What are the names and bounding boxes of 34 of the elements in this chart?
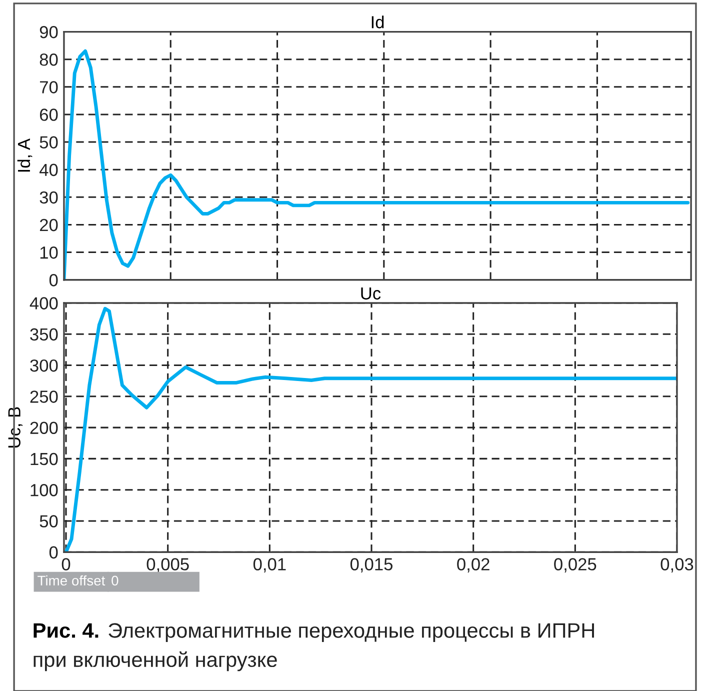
y-tick-label: 50 bbox=[40, 515, 58, 528]
x-tick-label: 0,01 bbox=[253, 558, 286, 572]
y-tick-label: 70 bbox=[40, 81, 58, 94]
x-tick-label: 0,02 bbox=[457, 558, 490, 572]
y-tick-label: 200 bbox=[30, 422, 58, 434]
y-axis-title: Id, A bbox=[17, 138, 32, 172]
text: при включенной нагрузке bbox=[34, 651, 277, 672]
y-tick-label: 350 bbox=[30, 328, 58, 341]
y-tick-label: 90 bbox=[40, 26, 58, 38]
y-tick-label: 20 bbox=[40, 218, 58, 232]
y-tick-label: 50 bbox=[40, 136, 58, 148]
y-tick-label: 10 bbox=[40, 246, 58, 259]
text: Электромагнитные переходные процессы в ИПРН bbox=[108, 623, 594, 642]
text: Time offset bbox=[38, 575, 106, 586]
y-tick-label: 0 bbox=[49, 274, 58, 286]
chart-title: Uc bbox=[361, 287, 381, 300]
text: Рис. 4. bbox=[34, 623, 98, 638]
x-tick-label: 0,025 bbox=[554, 558, 596, 572]
x-tick-label: 0,005 bbox=[146, 558, 189, 572]
y-tick-label: 400 bbox=[30, 297, 58, 310]
y-tick-label: 150 bbox=[30, 452, 58, 466]
y-tick-label: 40 bbox=[40, 164, 58, 176]
text: 0 bbox=[112, 576, 118, 586]
y-tick-label: 100 bbox=[30, 484, 58, 496]
y-tick-label: 300 bbox=[30, 359, 58, 372]
x-tick-label: 0,015 bbox=[350, 558, 392, 572]
y-tick-label: 0 bbox=[49, 546, 58, 559]
y-tick-label: 60 bbox=[40, 108, 58, 121]
y-tick-label: 250 bbox=[30, 390, 58, 403]
chart-title: Id bbox=[372, 16, 384, 28]
x-tick-label: 0,03 bbox=[660, 558, 694, 572]
y-tick-label: 30 bbox=[40, 191, 58, 204]
y-tick-label: 80 bbox=[40, 54, 58, 66]
x-tick-label: 0 bbox=[62, 558, 70, 570]
